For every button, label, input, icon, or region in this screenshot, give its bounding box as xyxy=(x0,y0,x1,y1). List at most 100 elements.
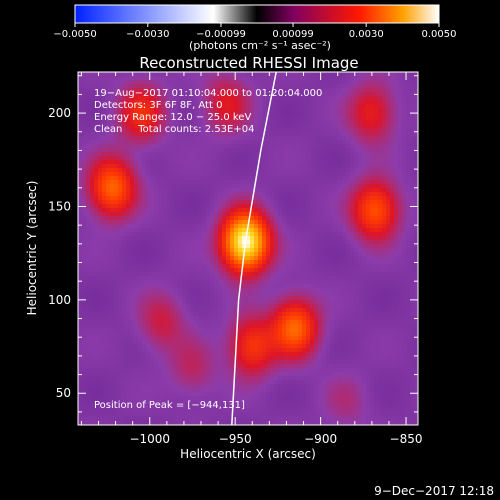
heatmap-cell xyxy=(274,132,279,137)
heatmap-cell xyxy=(306,212,311,217)
heatmap-cell xyxy=(390,236,395,241)
heatmap-cell xyxy=(126,208,131,213)
heatmap-cell xyxy=(282,100,287,105)
heatmap-cell xyxy=(206,256,211,261)
heatmap-cell xyxy=(302,92,307,97)
heatmap-cell xyxy=(186,192,191,197)
heatmap-cell xyxy=(258,96,263,101)
heatmap-cell xyxy=(402,284,407,289)
heatmap-cell xyxy=(290,220,295,225)
heatmap-cell xyxy=(350,80,355,85)
heatmap-cell xyxy=(150,164,155,169)
heatmap-cell xyxy=(234,104,239,109)
heatmap-cell xyxy=(94,188,99,193)
heatmap-cell xyxy=(298,72,303,77)
heatmap-cell xyxy=(94,176,99,181)
heatmap-cell xyxy=(370,196,375,201)
heatmap-cell xyxy=(178,272,183,277)
heatmap-cell xyxy=(310,112,315,117)
heatmap-cell xyxy=(262,144,267,149)
heatmap-cell xyxy=(314,88,319,93)
heatmap-cell xyxy=(250,156,255,161)
heatmap-cell xyxy=(258,192,263,197)
heatmap-cell xyxy=(174,172,179,177)
heatmap-cell xyxy=(306,240,311,245)
heatmap-cell xyxy=(90,196,95,201)
heatmap-cell xyxy=(298,220,303,225)
heatmap-cell xyxy=(382,116,387,121)
heatmap-cell xyxy=(242,100,247,105)
heatmap-cell xyxy=(258,128,263,133)
heatmap-cell xyxy=(306,264,311,269)
heatmap-cell xyxy=(134,116,139,121)
heatmap-cell xyxy=(198,88,203,93)
heatmap-cell xyxy=(326,300,331,305)
heatmap-cell xyxy=(126,220,131,225)
heatmap-cell xyxy=(86,188,91,193)
heatmap-cell xyxy=(194,188,199,193)
heatmap-cell xyxy=(102,180,107,185)
heatmap-cell xyxy=(258,188,263,193)
heatmap-cell xyxy=(378,200,383,205)
heatmap-cell xyxy=(390,184,395,189)
heatmap-cell xyxy=(194,112,199,117)
heatmap-cell xyxy=(142,280,147,285)
heatmap-cell xyxy=(90,252,95,257)
heatmap-cell xyxy=(282,284,287,289)
heatmap-cell xyxy=(150,284,155,289)
heatmap-cell xyxy=(182,204,187,209)
heatmap-cell xyxy=(202,284,207,289)
heatmap-cell xyxy=(210,212,215,217)
heatmap-cell xyxy=(174,304,179,309)
heatmap-cell xyxy=(282,272,287,277)
heatmap-cell xyxy=(198,284,203,289)
heatmap-cell xyxy=(258,72,263,77)
heatmap-cell xyxy=(106,228,111,233)
heatmap-cell xyxy=(354,84,359,89)
heatmap-cell xyxy=(382,128,387,133)
heatmap-cell xyxy=(158,292,163,297)
heatmap-cell xyxy=(390,128,395,133)
heatmap-cell xyxy=(138,212,143,217)
heatmap-cell xyxy=(382,236,387,241)
heatmap-cell xyxy=(198,136,203,141)
heatmap-cell xyxy=(242,128,247,133)
heatmap-cell xyxy=(134,72,139,77)
heatmap-cell xyxy=(294,284,299,289)
heatmap-cell xyxy=(118,88,123,93)
heatmap-cell xyxy=(114,120,119,125)
heatmap-cell xyxy=(290,152,295,157)
heatmap-cell xyxy=(282,224,287,229)
heatmap-cell xyxy=(342,296,347,301)
heatmap-cell xyxy=(314,128,319,133)
heatmap-cell xyxy=(370,144,375,149)
heatmap-cell xyxy=(182,96,187,101)
heatmap-cell xyxy=(406,248,411,253)
heatmap-cell xyxy=(374,196,379,201)
heatmap-cell xyxy=(194,140,199,145)
heatmap-cell xyxy=(126,156,131,161)
heatmap-cell xyxy=(414,244,418,249)
heatmap-cell xyxy=(150,264,155,269)
heatmap-cell xyxy=(370,136,375,141)
heatmap-cell xyxy=(302,252,307,257)
heatmap-cell xyxy=(238,144,243,149)
heatmap-cell xyxy=(414,288,418,293)
heatmap-cell xyxy=(302,120,307,125)
heatmap-cell xyxy=(118,148,123,153)
heatmap-cell xyxy=(278,88,283,93)
heatmap-cell xyxy=(78,156,83,161)
heatmap-cell xyxy=(98,108,103,113)
heatmap-cell xyxy=(266,216,271,221)
heatmap-cell xyxy=(294,260,299,265)
heatmap-cell xyxy=(266,124,271,129)
heatmap-cell xyxy=(134,276,139,281)
heatmap-cell xyxy=(374,192,379,197)
heatmap-cell xyxy=(186,284,191,289)
heatmap-cell xyxy=(298,104,303,109)
heatmap-cell xyxy=(206,204,211,209)
heatmap-cell xyxy=(382,84,387,89)
heatmap-cell xyxy=(118,184,123,189)
heatmap-cell xyxy=(86,148,91,153)
heatmap-cell xyxy=(366,192,371,197)
